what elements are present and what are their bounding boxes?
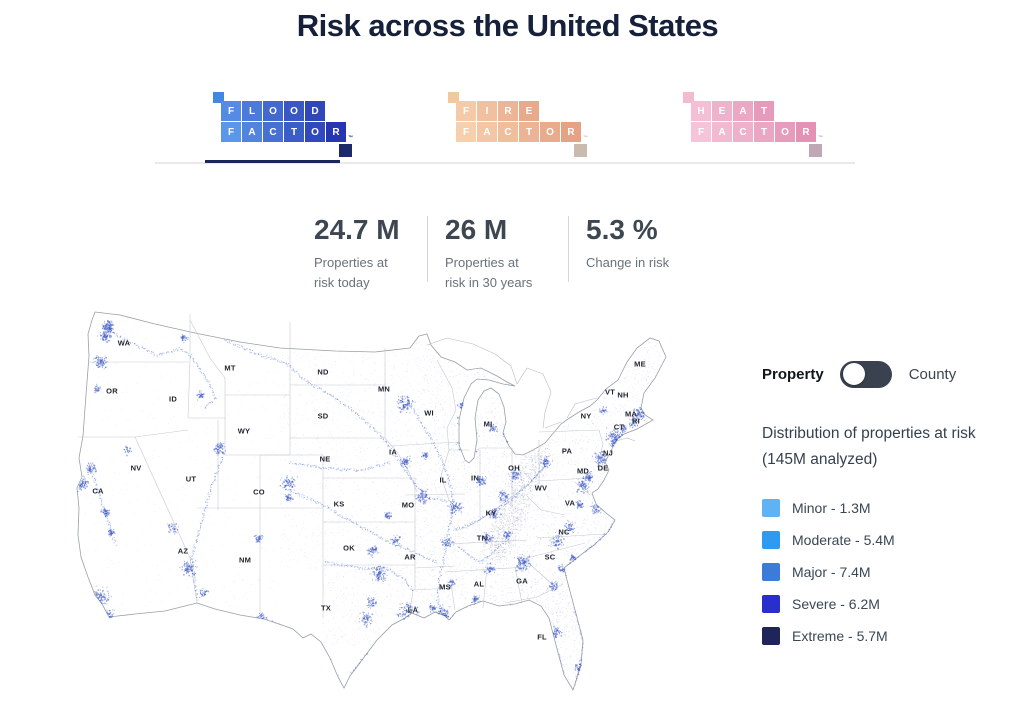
- logo-letter-tile: R: [498, 101, 518, 121]
- risk-legend: Minor - 1.3M Moderate - 5.4M Major - 7.4…: [762, 499, 895, 659]
- fire-logo-corner-square: [574, 144, 587, 157]
- flood-logo-tiles: F L O O D F A C T O R ™: [221, 101, 353, 143]
- logo-letter-tile: O: [775, 122, 795, 142]
- logo-letter-tile: O: [540, 122, 560, 142]
- logo-letter-tile: A: [477, 122, 497, 142]
- logo-letter-tile: T: [754, 122, 774, 142]
- flood-logo-corner-square: [339, 144, 352, 157]
- tab-flood-factor[interactable]: F L O O D F A C T O R ™: [213, 92, 358, 158]
- toggle-label-county[interactable]: County: [908, 366, 957, 383]
- logo-letter-tile: R: [561, 122, 581, 142]
- legend-item-moderate: Moderate - 5.4M: [762, 531, 895, 549]
- logo-letter-tile: E: [519, 101, 539, 121]
- logo-letter-tile: D: [305, 101, 325, 121]
- logo-letter-tile: C: [498, 122, 518, 142]
- legend-swatch-severe: [762, 595, 780, 613]
- legend-swatch-minor: [762, 499, 780, 517]
- logo-letter-tile: O: [305, 122, 325, 142]
- logo-letter-tile: F: [221, 122, 241, 142]
- heat-logo-corner-square: [809, 144, 822, 157]
- logo-letter-tile: F: [456, 122, 476, 142]
- stat-properties-at-risk-today: 24.7 M Properties at risk today: [314, 212, 410, 292]
- legend-item-extreme: Extreme - 5.7M: [762, 627, 895, 645]
- trademark-symbol: ™: [348, 135, 353, 141]
- logo-letter-tile: O: [263, 101, 283, 121]
- map-mode-toggle-row: Property County: [762, 361, 956, 388]
- stat-label: Properties at risk in 30 years: [445, 255, 533, 290]
- toggle-knob: [842, 363, 865, 385]
- fire-logo-accent-square: [448, 92, 459, 103]
- logo-letter-tile: T: [284, 122, 304, 142]
- legend-title: Distribution of properties at risk (145M…: [762, 425, 976, 468]
- heat-logo-accent-square: [683, 92, 694, 103]
- logo-letter-tile: H: [691, 101, 711, 121]
- logo-letter-tile: R: [326, 122, 346, 142]
- stat-change-in-risk: 5.3 % Change in risk: [586, 212, 676, 292]
- logo-letter-tile: O: [284, 101, 304, 121]
- legend-item-severe: Severe - 6.2M: [762, 595, 895, 613]
- us-risk-map[interactable]: WA OR ID MT ND MN SD WY NE IA NV UT CO KS CA AZ NM OK MO AR…: [75, 300, 740, 710]
- fire-logo-tiles: F I R E F A C T O R ™: [456, 101, 588, 143]
- tab-divider-rule: [155, 162, 855, 164]
- trademark-symbol: ™: [818, 135, 823, 141]
- legend-swatch-extreme: [762, 627, 780, 645]
- logo-letter-tile: A: [242, 122, 262, 142]
- logo-letter-tile: R: [796, 122, 816, 142]
- tab-fire-factor[interactable]: F I R E F A C T O R ™: [448, 92, 593, 158]
- logo-letter-tile: A: [733, 101, 753, 121]
- stat-value: 26 M: [445, 214, 508, 245]
- stat-divider: [568, 216, 569, 282]
- logo-letter-tile: C: [263, 122, 283, 142]
- stat-label: Change in risk: [586, 255, 670, 270]
- stat-value: 24.7 M: [314, 214, 400, 245]
- stat-divider: [427, 216, 428, 282]
- tab-heat-factor[interactable]: H E A T F A C T O R ™: [683, 92, 828, 158]
- logo-letter-tile: F: [221, 101, 241, 121]
- page-title: Risk across the United States: [296, 8, 719, 43]
- stats-row: 24.7 M Properties at risk today 26 M Pro…: [314, 212, 676, 292]
- logo-letter-tile: C: [733, 122, 753, 142]
- legend-swatch-moderate: [762, 531, 780, 549]
- stat-label: Properties at risk today: [314, 255, 388, 290]
- flood-logo-accent-square: [213, 92, 224, 103]
- legend-swatch-major: [762, 563, 780, 581]
- toggle-label-property[interactable]: Property: [762, 366, 824, 383]
- legend-item-major: Major - 7.4M: [762, 563, 895, 581]
- logo-letter-tile: F: [456, 101, 476, 121]
- logo-letter-tile: E: [712, 101, 732, 121]
- logo-letter-tile: T: [754, 101, 774, 121]
- legend-item-minor: Minor - 1.3M: [762, 499, 895, 517]
- logo-letter-tile: A: [712, 122, 732, 142]
- logo-letter-tile: L: [242, 101, 262, 121]
- logo-letter-tile: T: [519, 122, 539, 142]
- heat-logo-tiles: H E A T F A C T O R ™: [691, 101, 823, 143]
- logo-letter-tile: I: [477, 101, 497, 121]
- us-map-dot-density: [75, 300, 740, 710]
- stat-value: 5.3 %: [586, 214, 658, 245]
- trademark-symbol: ™: [583, 135, 588, 141]
- property-county-toggle[interactable]: [839, 361, 892, 388]
- logo-letter-tile: F: [691, 122, 711, 142]
- active-tab-underline: [205, 160, 340, 163]
- stat-properties-at-risk-30-years: 26 M Properties at risk in 30 years: [445, 212, 551, 292]
